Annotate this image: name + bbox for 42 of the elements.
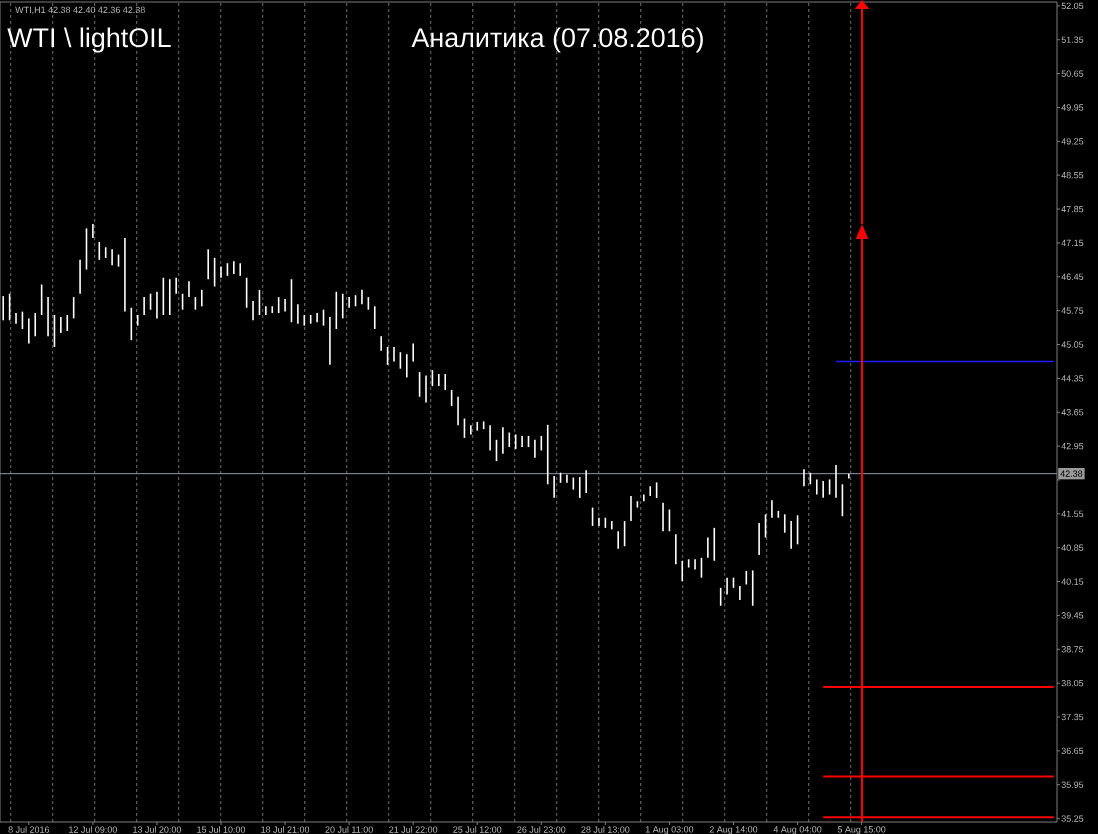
y-tick-label: 42.95 (1061, 442, 1084, 450)
x-tick-label: 8 Jul 2016 (8, 826, 50, 833)
y-tick-label: 35.25 (1061, 815, 1084, 822)
y-tick-label: 40.15 (1061, 578, 1084, 585)
x-tick-label: 18 Jul 21:00 (261, 826, 310, 833)
y-tick-label: 47.85 (1061, 205, 1084, 213)
y-tick-label: 47.15 (1061, 239, 1084, 247)
y-tick-label: 39.45 (1061, 612, 1084, 619)
y-tick-label: 44.35 (1061, 375, 1084, 382)
x-tick-label: 20 Jul 11:00 (325, 826, 373, 833)
x-tick-label: 28 Jul 13:00 (581, 826, 630, 833)
x-tick-label: 21 Jul 22:00 (389, 826, 438, 833)
y-tick-label: 48.55 (1061, 172, 1084, 179)
y-tick-label: 46.45 (1061, 273, 1084, 280)
ref-line-label: 42.38 (1060, 470, 1083, 477)
y-tick-label: 40.85 (1061, 544, 1084, 551)
annotation: WTI,H1 42.38 42.40 42.36 42.38 (15, 6, 145, 15)
x-tick-label: 25 Jul 12:00 (453, 826, 502, 833)
text: WTI \ lightOIL (7, 27, 171, 53)
x-tick-label: 26 Jul 23:00 (517, 826, 566, 833)
y-tick-label: 36.65 (1061, 747, 1084, 755)
text: Аналитика (07.08.2016) (411, 27, 703, 53)
y-tick-label: 43.65 (1061, 409, 1084, 416)
x-tick-label: 15 Jul 10:00 (197, 826, 246, 833)
y-tick-label: 45.05 (1061, 341, 1084, 348)
x-tick-label: 12 Jul 09:00 (69, 826, 117, 833)
y-tick-label: 41.55 (1061, 510, 1084, 517)
x-tick-label: 1 Aug 03:00 (645, 826, 694, 834)
y-tick-label: 38.75 (1061, 646, 1084, 653)
y-tick-label: 38.05 (1061, 679, 1084, 687)
y-tick-label: 35.95 (1061, 781, 1084, 788)
y-tick-label: 37.35 (1061, 713, 1084, 721)
x-tick-label: 5 Aug 15:00 (837, 826, 886, 834)
x-tick-label: 13 Jul 20:00 (133, 826, 182, 833)
y-tick-label: 49.95 (1061, 104, 1084, 111)
x-tick-label: 2 Aug 14:00 (709, 826, 758, 834)
y-tick-label: 49.25 (1061, 138, 1084, 145)
y-tick-label: 51.35 (1061, 36, 1084, 43)
x-tick-label: 4 Aug 04:00 (773, 826, 822, 834)
y-tick-label: 52.05 (1061, 2, 1084, 10)
y-tick-label: 45.75 (1061, 307, 1084, 314)
y-tick-label: 50.65 (1061, 70, 1084, 77)
